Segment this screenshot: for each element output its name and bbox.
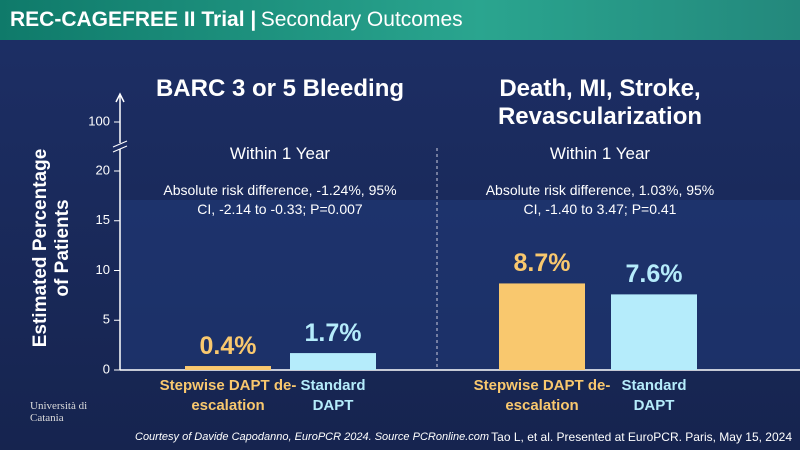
x-tick-label: Standard DAPT [300,377,366,414]
courtesy: Courtesy of Davide Capodanno, EuroPCR 20… [135,431,490,443]
risk-annotation: Absolute risk difference, 1.03%, 95% CI,… [485,182,715,217]
y-axis-label: Estimated Percentageof Patients [30,149,73,348]
x-tick-label: Stepwise DAPT de-escalation [473,377,611,414]
y-tick-label: 10 [96,262,110,277]
y-tick-label: 20 [96,162,110,177]
y-tick-label: 0 [103,361,110,376]
panel-title: BARC 3 or 5 Bleeding [155,75,405,102]
citation: Tao L, et al. Presented at EuroPCR. Pari… [491,430,792,444]
y-tick-label: 100 [88,113,110,128]
x-tick-label: Stepwise DAPT de-escalation [159,377,297,414]
header-bar: REC-CAGEFREE II Trial | Secondary Outcom… [0,0,800,40]
value-label: 7.6% [625,260,683,289]
bar [185,366,271,370]
panel-subtitle: Within 1 Year [549,144,651,163]
title-rest: Secondary Outcomes [260,8,463,31]
panel-title: Death, MI, Stroke, Revascularization [497,75,703,130]
x-tick-label: Standard DAPT [621,377,687,414]
y-tick-label: 15 [96,212,110,227]
bar [611,294,697,370]
panel-subtitle: Within 1 Year [229,144,331,163]
bar [499,283,585,370]
axis-arrow [115,92,125,103]
axis-break [112,145,128,153]
value-label: 0.4% [199,332,257,361]
bar [290,353,376,370]
value-label: 8.7% [513,249,571,278]
risk-annotation: Absolute risk difference, -1.24%, 95% CI… [163,182,397,217]
y-tick-label: 5 [103,312,110,327]
axis-break [112,140,128,148]
axis-break [112,143,128,149]
logo: Università di Catania [30,400,88,424]
value-label: 1.7% [304,319,362,348]
title-bold: REC-CAGEFREE II Trial | [10,8,257,31]
